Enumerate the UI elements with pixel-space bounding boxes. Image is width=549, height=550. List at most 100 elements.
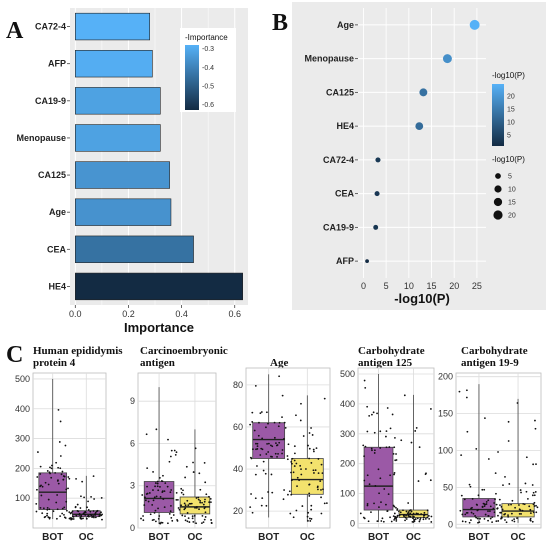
- sample-point: [309, 520, 312, 522]
- sample-point: [487, 514, 490, 517]
- sample-point: [495, 503, 498, 506]
- sample-point: [320, 512, 323, 515]
- sample-point: [385, 435, 387, 438]
- sample-point: [76, 510, 79, 512]
- sample-point: [65, 509, 68, 512]
- sample-point: [84, 511, 87, 514]
- sample-point: [489, 505, 492, 508]
- box-bot: [143, 481, 175, 513]
- sample-point: [156, 480, 159, 483]
- sample-point: [419, 518, 421, 521]
- group-label: OC: [187, 532, 202, 543]
- sample-point: [407, 514, 410, 517]
- sample-point: [502, 484, 504, 487]
- sample-point: [426, 516, 429, 519]
- sample-point: [414, 430, 417, 432]
- point-age: [469, 19, 480, 30]
- sample-point: [531, 494, 534, 497]
- sample-point: [69, 517, 72, 519]
- category-label: Age: [49, 207, 66, 217]
- sample-point: [203, 461, 206, 464]
- sample-point: [392, 515, 395, 518]
- y-tick-label: 500: [340, 369, 355, 379]
- sample-point: [364, 445, 367, 448]
- sample-point: [157, 507, 159, 510]
- sample-point: [146, 485, 148, 488]
- sample-point: [267, 491, 269, 493]
- category-label: Menopause: [16, 133, 66, 143]
- sample-point: [59, 467, 62, 470]
- sample-point: [525, 490, 528, 493]
- category-label: CA125: [38, 170, 66, 180]
- sample-point: [493, 511, 496, 514]
- sample-point: [314, 469, 317, 472]
- pvalue-dot-chart: Age Menopause CA125 HE4 CA72-4 CEA CA19-9 AFP 0 5…: [292, 2, 546, 310]
- sample-point: [379, 477, 382, 480]
- sample-point: [176, 498, 179, 501]
- sample-point: [153, 511, 156, 514]
- sample-point: [385, 446, 388, 449]
- sample-point: [322, 488, 324, 491]
- sample-point: [470, 519, 472, 522]
- sample-point: [321, 472, 324, 475]
- sample-point: [487, 499, 490, 502]
- sample-point: [65, 488, 68, 491]
- sample-point: [78, 514, 81, 516]
- sample-point: [316, 486, 319, 489]
- sample-point: [459, 509, 462, 512]
- sample-point: [197, 498, 200, 501]
- sample-point: [170, 504, 172, 507]
- sample-point: [36, 488, 38, 491]
- sample-point: [419, 517, 422, 520]
- sample-point: [474, 514, 476, 517]
- x-tick-label: 0.0: [69, 309, 82, 319]
- y-tick-label: 400: [340, 399, 355, 409]
- sample-point: [281, 416, 283, 419]
- sample-point: [86, 506, 89, 509]
- sample-point: [79, 507, 82, 509]
- box-oc: [501, 503, 535, 518]
- sample-point: [525, 456, 528, 459]
- box-bot: [462, 498, 496, 518]
- point-he4: [415, 122, 424, 130]
- sample-point: [293, 465, 296, 467]
- category-label: CA72-4: [323, 155, 354, 165]
- sample-point: [147, 500, 150, 503]
- sample-point: [154, 482, 157, 484]
- sample-point: [423, 511, 426, 514]
- sample-point: [491, 516, 494, 519]
- sample-point: [283, 489, 285, 491]
- sample-point: [167, 438, 169, 441]
- sample-point: [61, 507, 64, 510]
- sample-point: [203, 518, 206, 521]
- sample-point: [167, 522, 169, 525]
- size-legend-dot: [493, 210, 503, 220]
- sample-point: [94, 516, 97, 519]
- sample-point: [532, 491, 535, 494]
- sample-point: [427, 515, 430, 517]
- sample-point: [183, 508, 186, 511]
- x-tick-label: 0.2: [122, 309, 135, 319]
- sample-point: [168, 460, 171, 463]
- sample-point: [292, 471, 295, 474]
- sample-point: [500, 505, 503, 508]
- sample-point: [276, 444, 279, 446]
- boxplot-title: protein 4: [33, 357, 76, 369]
- sample-point: [385, 503, 387, 506]
- bar-afp: [75, 50, 153, 78]
- sample-point: [416, 517, 419, 520]
- sample-point: [313, 472, 315, 474]
- sample-point: [63, 506, 66, 509]
- sample-point: [188, 521, 191, 523]
- sample-point: [169, 455, 172, 458]
- sample-point: [141, 494, 144, 496]
- sample-point: [516, 402, 519, 404]
- sample-point: [261, 497, 264, 500]
- sample-point: [306, 515, 309, 518]
- sample-point: [177, 507, 180, 509]
- category-label: HE4: [336, 121, 354, 131]
- sample-point: [209, 497, 212, 500]
- y-tick-label: 20: [233, 506, 243, 516]
- sample-point: [198, 508, 200, 511]
- sample-point: [372, 411, 375, 414]
